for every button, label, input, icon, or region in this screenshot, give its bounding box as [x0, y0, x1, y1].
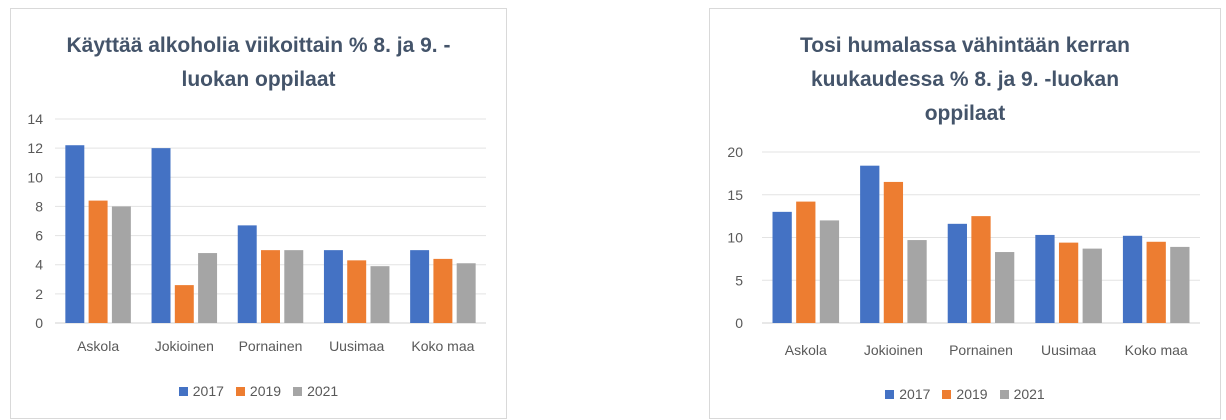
- category-label: Koko maa: [1125, 342, 1188, 358]
- bar-2019: [1146, 241, 1166, 323]
- bar-2021: [370, 266, 390, 323]
- bar-2019: [1058, 242, 1079, 323]
- category-label: Askola: [77, 338, 119, 354]
- legend-item: 2017: [885, 386, 930, 402]
- y-tick-label: 20: [727, 144, 743, 160]
- legend-swatch: [178, 386, 188, 396]
- y-tick-label: 4: [35, 257, 43, 273]
- bar-2017: [947, 223, 967, 323]
- bar-2017: [772, 211, 792, 323]
- bar-2017: [860, 165, 880, 323]
- y-tick-label: 0: [735, 315, 743, 331]
- bar-2019: [261, 250, 280, 323]
- y-tick-label: 2: [35, 286, 43, 302]
- bar-2021: [198, 253, 218, 323]
- legend-swatch: [885, 389, 895, 399]
- legend-item: 2021: [999, 386, 1045, 402]
- category-label: Pornainen: [949, 342, 1013, 358]
- chart-title: Tosi humalassa vähintään kerran kuukaude…: [800, 34, 1130, 125]
- chart-legend: 2017 2019 2021: [11, 383, 506, 399]
- category-label: Askola: [785, 342, 827, 358]
- bar-2021: [907, 240, 927, 323]
- bar-2017: [1122, 235, 1143, 323]
- chart-title: Käyttää alkoholia viikoittain % 8. ja 9.…: [66, 34, 451, 91]
- bar-2021: [284, 250, 304, 323]
- legend-label: 2017: [899, 386, 931, 402]
- bar-2019: [796, 201, 816, 323]
- y-tick-label: 0: [35, 315, 43, 331]
- bar-2017: [1035, 234, 1055, 323]
- bar-2021: [819, 220, 840, 323]
- bar-chart-plot: 0 2 4 6 8 10 12 14 Askola Jokioinen Pornainen Uusim…: [27, 111, 486, 354]
- legend-item: 2021: [293, 383, 338, 399]
- category-label: Jokioinen: [155, 338, 214, 354]
- bar-2021: [456, 263, 476, 323]
- legend-label: 2019: [249, 383, 282, 399]
- category-label: Uusimaa: [1041, 342, 1096, 358]
- bar-2019: [88, 200, 108, 323]
- bar-2019: [883, 181, 904, 323]
- y-tick-label: 6: [35, 228, 43, 244]
- y-tick-label: 12: [27, 140, 43, 156]
- legend-item: 2019: [942, 386, 988, 402]
- bar-chart-plot: 0 5 10 15 20 Askola Jokioinen Pornainen Uusimaa K…: [727, 144, 1200, 358]
- legend-swatch: [235, 386, 245, 396]
- y-tick-label: 15: [727, 187, 743, 203]
- bar-2017: [323, 250, 343, 323]
- y-tick-label: 8: [35, 198, 43, 214]
- bar-2021: [995, 252, 1015, 323]
- y-tick-label: 10: [727, 230, 743, 246]
- bar-2019: [174, 285, 194, 323]
- y-tick-label: 10: [27, 169, 43, 185]
- bar-2017: [151, 148, 171, 323]
- legend-item: 2017: [178, 383, 224, 399]
- chart-panel-drunk-monthly: Tosi humalassa vähintään kerran kuukaude…: [709, 8, 1221, 419]
- legend-item: 2019: [235, 383, 282, 399]
- legend-swatch: [942, 389, 952, 399]
- bar-2021: [111, 206, 131, 323]
- bar-2019: [347, 260, 367, 323]
- chart-panel-alcohol-weekly: Käyttää alkoholia viikoittain % 8. ja 9.…: [10, 8, 507, 419]
- legend-label: 2021: [1013, 386, 1045, 402]
- bar-2021: [1170, 246, 1190, 323]
- legend-label: 2019: [956, 386, 988, 402]
- legend-label: 2021: [307, 383, 339, 399]
- category-label: Pornainen: [239, 338, 303, 354]
- chart-legend: 2017 2019 2021: [710, 386, 1220, 402]
- bar-2019: [433, 258, 453, 323]
- bar-2017: [410, 250, 430, 323]
- bar-2021: [1082, 248, 1102, 323]
- bar-2019: [971, 216, 991, 323]
- category-label: Uusimaa: [329, 338, 384, 354]
- bar-2017: [237, 225, 257, 323]
- bar-2017: [65, 145, 85, 323]
- category-label: Koko maa: [411, 338, 474, 354]
- legend-swatch: [999, 389, 1009, 399]
- y-tick-label: 5: [735, 272, 743, 288]
- y-tick-label: 14: [27, 111, 43, 127]
- legend-swatch: [293, 386, 303, 396]
- legend-label: 2017: [192, 383, 224, 399]
- category-label: Jokioinen: [864, 342, 923, 358]
